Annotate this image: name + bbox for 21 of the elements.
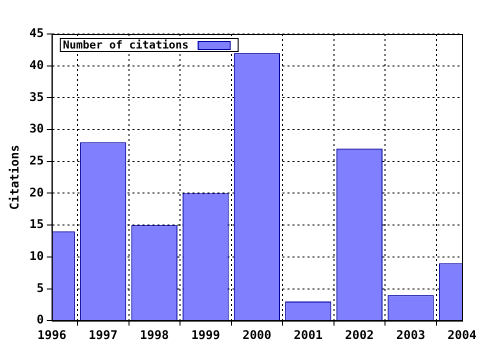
y-tick-label: 10 [29,249,44,264]
x-tick-label: 2001 [294,328,323,342]
y-tick-label: 5 [36,280,44,295]
x-tick-label: 2002 [345,328,374,342]
x-tick-label: 1997 [88,328,118,342]
y-tick-label: 35 [29,90,44,104]
x-tick-label: 1999 [191,328,220,342]
y-tick-label: 20 [29,185,44,200]
x-tick-label: 1998 [140,328,169,342]
y-tick-label: 0 [36,312,44,327]
legend-label: Number of citations [62,38,189,52]
y-tick-label: 15 [29,217,44,232]
y-tick-label: 45 [29,26,44,40]
y-tick-label: 30 [29,122,44,136]
y-tick-label: 40 [29,58,44,72]
y-tick-label: 25 [29,154,44,168]
y-axis-title: Citations [7,144,22,210]
x-tick-label: 1996 [37,328,66,342]
x-tick-label: 2003 [396,328,426,342]
x-tick-label: 2000 [242,328,272,342]
x-tick-label: 2004 [448,328,476,342]
